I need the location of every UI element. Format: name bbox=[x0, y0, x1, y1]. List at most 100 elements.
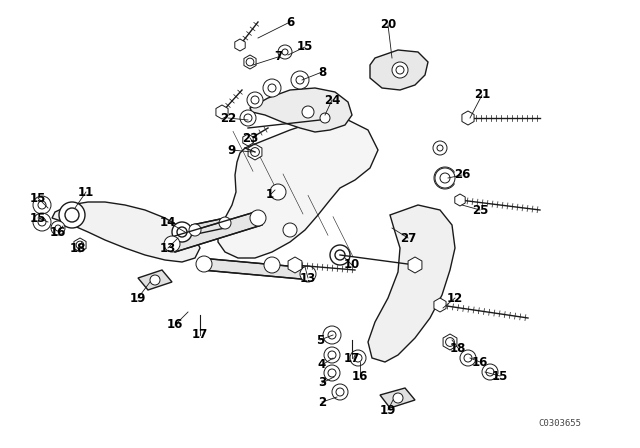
Circle shape bbox=[435, 168, 455, 188]
Circle shape bbox=[328, 351, 336, 359]
Circle shape bbox=[65, 208, 79, 222]
Text: 13: 13 bbox=[160, 241, 176, 254]
Circle shape bbox=[177, 227, 187, 237]
Text: 16: 16 bbox=[472, 356, 488, 369]
Circle shape bbox=[486, 368, 494, 376]
Circle shape bbox=[302, 106, 314, 118]
Circle shape bbox=[33, 196, 51, 214]
Text: 16: 16 bbox=[167, 319, 183, 332]
Circle shape bbox=[250, 210, 266, 226]
Circle shape bbox=[38, 201, 46, 209]
Circle shape bbox=[164, 236, 180, 252]
Text: 17: 17 bbox=[344, 352, 360, 365]
Polygon shape bbox=[200, 258, 312, 280]
Polygon shape bbox=[434, 298, 446, 312]
Text: 17: 17 bbox=[192, 328, 208, 341]
Circle shape bbox=[437, 145, 443, 151]
Text: 6: 6 bbox=[286, 16, 294, 29]
Circle shape bbox=[433, 141, 447, 155]
Text: 19: 19 bbox=[380, 404, 396, 417]
Text: 1: 1 bbox=[266, 189, 274, 202]
Polygon shape bbox=[248, 144, 262, 160]
Circle shape bbox=[324, 365, 340, 381]
Text: 8: 8 bbox=[318, 65, 326, 78]
Circle shape bbox=[189, 224, 201, 236]
Text: 15: 15 bbox=[492, 370, 508, 383]
Text: 21: 21 bbox=[474, 89, 490, 102]
Circle shape bbox=[328, 369, 336, 377]
Text: 9: 9 bbox=[228, 143, 236, 156]
Circle shape bbox=[51, 221, 65, 235]
Polygon shape bbox=[168, 212, 262, 252]
Text: 18: 18 bbox=[450, 341, 466, 354]
Polygon shape bbox=[138, 270, 172, 290]
Circle shape bbox=[296, 76, 304, 84]
Circle shape bbox=[328, 331, 336, 339]
Circle shape bbox=[38, 218, 46, 226]
Text: 3: 3 bbox=[318, 376, 326, 389]
Polygon shape bbox=[368, 205, 455, 362]
Circle shape bbox=[264, 257, 280, 273]
Text: C0303655: C0303655 bbox=[538, 418, 582, 427]
Circle shape bbox=[332, 384, 348, 400]
Polygon shape bbox=[380, 388, 415, 408]
Circle shape bbox=[392, 62, 408, 78]
Circle shape bbox=[76, 241, 84, 249]
Polygon shape bbox=[74, 238, 86, 252]
Text: 12: 12 bbox=[447, 292, 463, 305]
Polygon shape bbox=[243, 134, 253, 146]
Circle shape bbox=[172, 222, 192, 242]
Circle shape bbox=[270, 184, 286, 200]
Circle shape bbox=[59, 202, 85, 228]
Text: 26: 26 bbox=[454, 168, 470, 181]
Polygon shape bbox=[288, 257, 302, 273]
Text: 23: 23 bbox=[242, 132, 258, 145]
Circle shape bbox=[282, 49, 288, 55]
Text: 25: 25 bbox=[472, 203, 488, 216]
Text: 18: 18 bbox=[70, 241, 86, 254]
Text: 10: 10 bbox=[344, 258, 360, 271]
Circle shape bbox=[482, 364, 498, 380]
Text: 5: 5 bbox=[316, 333, 324, 346]
Polygon shape bbox=[408, 257, 422, 273]
Polygon shape bbox=[52, 202, 200, 262]
Polygon shape bbox=[216, 105, 228, 119]
Text: 15: 15 bbox=[30, 211, 46, 224]
Circle shape bbox=[219, 217, 231, 229]
Circle shape bbox=[464, 354, 472, 362]
Polygon shape bbox=[370, 50, 428, 90]
Text: 16: 16 bbox=[352, 370, 368, 383]
Circle shape bbox=[350, 350, 366, 366]
Polygon shape bbox=[462, 111, 474, 125]
Polygon shape bbox=[250, 88, 352, 132]
Circle shape bbox=[150, 275, 160, 285]
Circle shape bbox=[440, 173, 450, 183]
Circle shape bbox=[247, 92, 263, 108]
Circle shape bbox=[244, 114, 252, 122]
Text: 16: 16 bbox=[50, 225, 66, 238]
Circle shape bbox=[196, 256, 212, 272]
Circle shape bbox=[396, 66, 404, 74]
Circle shape bbox=[251, 147, 259, 156]
Circle shape bbox=[251, 96, 259, 104]
Text: 15: 15 bbox=[30, 191, 46, 204]
Circle shape bbox=[240, 110, 256, 126]
Text: 20: 20 bbox=[380, 18, 396, 31]
Text: 14: 14 bbox=[160, 215, 176, 228]
Circle shape bbox=[320, 113, 330, 123]
Text: 27: 27 bbox=[400, 232, 416, 245]
Polygon shape bbox=[244, 55, 256, 69]
Text: 24: 24 bbox=[324, 94, 340, 107]
Circle shape bbox=[246, 58, 254, 66]
Circle shape bbox=[300, 266, 316, 282]
Polygon shape bbox=[235, 39, 245, 51]
Circle shape bbox=[324, 347, 340, 363]
Text: 15: 15 bbox=[297, 40, 313, 53]
Text: 4: 4 bbox=[318, 358, 326, 371]
Polygon shape bbox=[192, 218, 228, 235]
Circle shape bbox=[278, 45, 292, 59]
Circle shape bbox=[268, 84, 276, 92]
Polygon shape bbox=[455, 194, 465, 206]
Text: 7: 7 bbox=[274, 51, 282, 64]
Circle shape bbox=[354, 354, 362, 362]
